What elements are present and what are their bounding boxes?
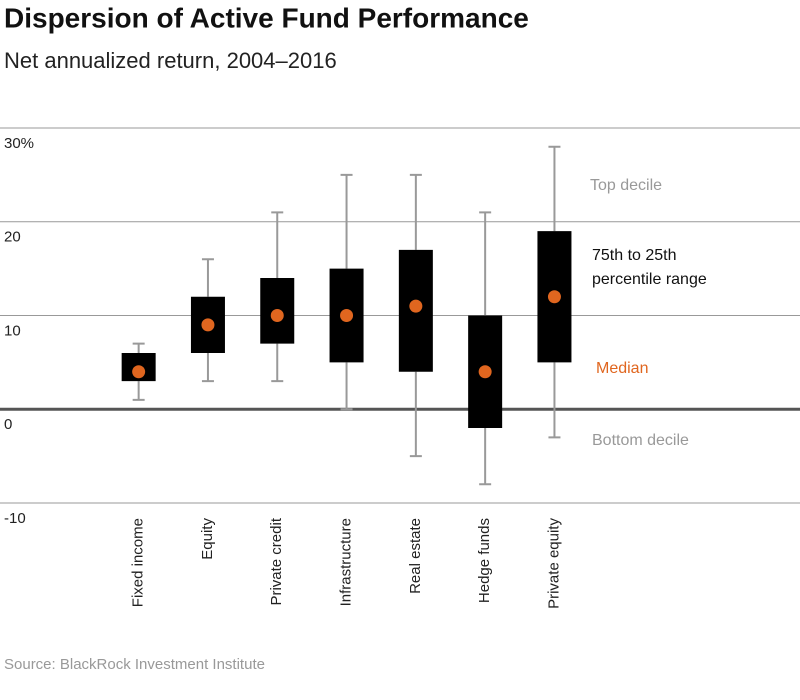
x-tick-label: Fixed income [130,518,147,607]
x-tick-label: Hedge funds [476,518,493,603]
annotation: Top decile [590,177,662,194]
median [340,309,354,322]
y-tick-label: 10 [4,322,21,339]
source: Source: BlackRock Investment Institute [4,656,265,673]
median [132,365,146,379]
y-tick-label: 0 [4,416,12,433]
annotation: 75th to 25th [592,247,677,264]
annotation: percentile range [592,271,707,288]
median [547,290,561,304]
x-tick-label: Real estate [407,518,424,594]
x-tick-label: Equity [199,518,216,560]
y-tick-label: 30% [4,135,34,152]
annotation: Bottom decile [592,432,689,449]
annotation: Median [596,360,648,377]
x-tick-label: Private credit [268,517,285,605]
x-tick-label: Private equity [545,518,562,609]
median [409,299,423,313]
chart-subtitle: Net annualized return, 2004–2016 [4,48,337,73]
median [270,309,284,322]
y-tick-label: 20 [4,229,21,246]
x-tick-label: Infrastructure [338,518,355,606]
median [201,318,215,332]
median [478,365,492,379]
y-tick-label: -10 [4,510,26,527]
chart-title: Dispersion of Active Fund Performance [4,2,529,33]
